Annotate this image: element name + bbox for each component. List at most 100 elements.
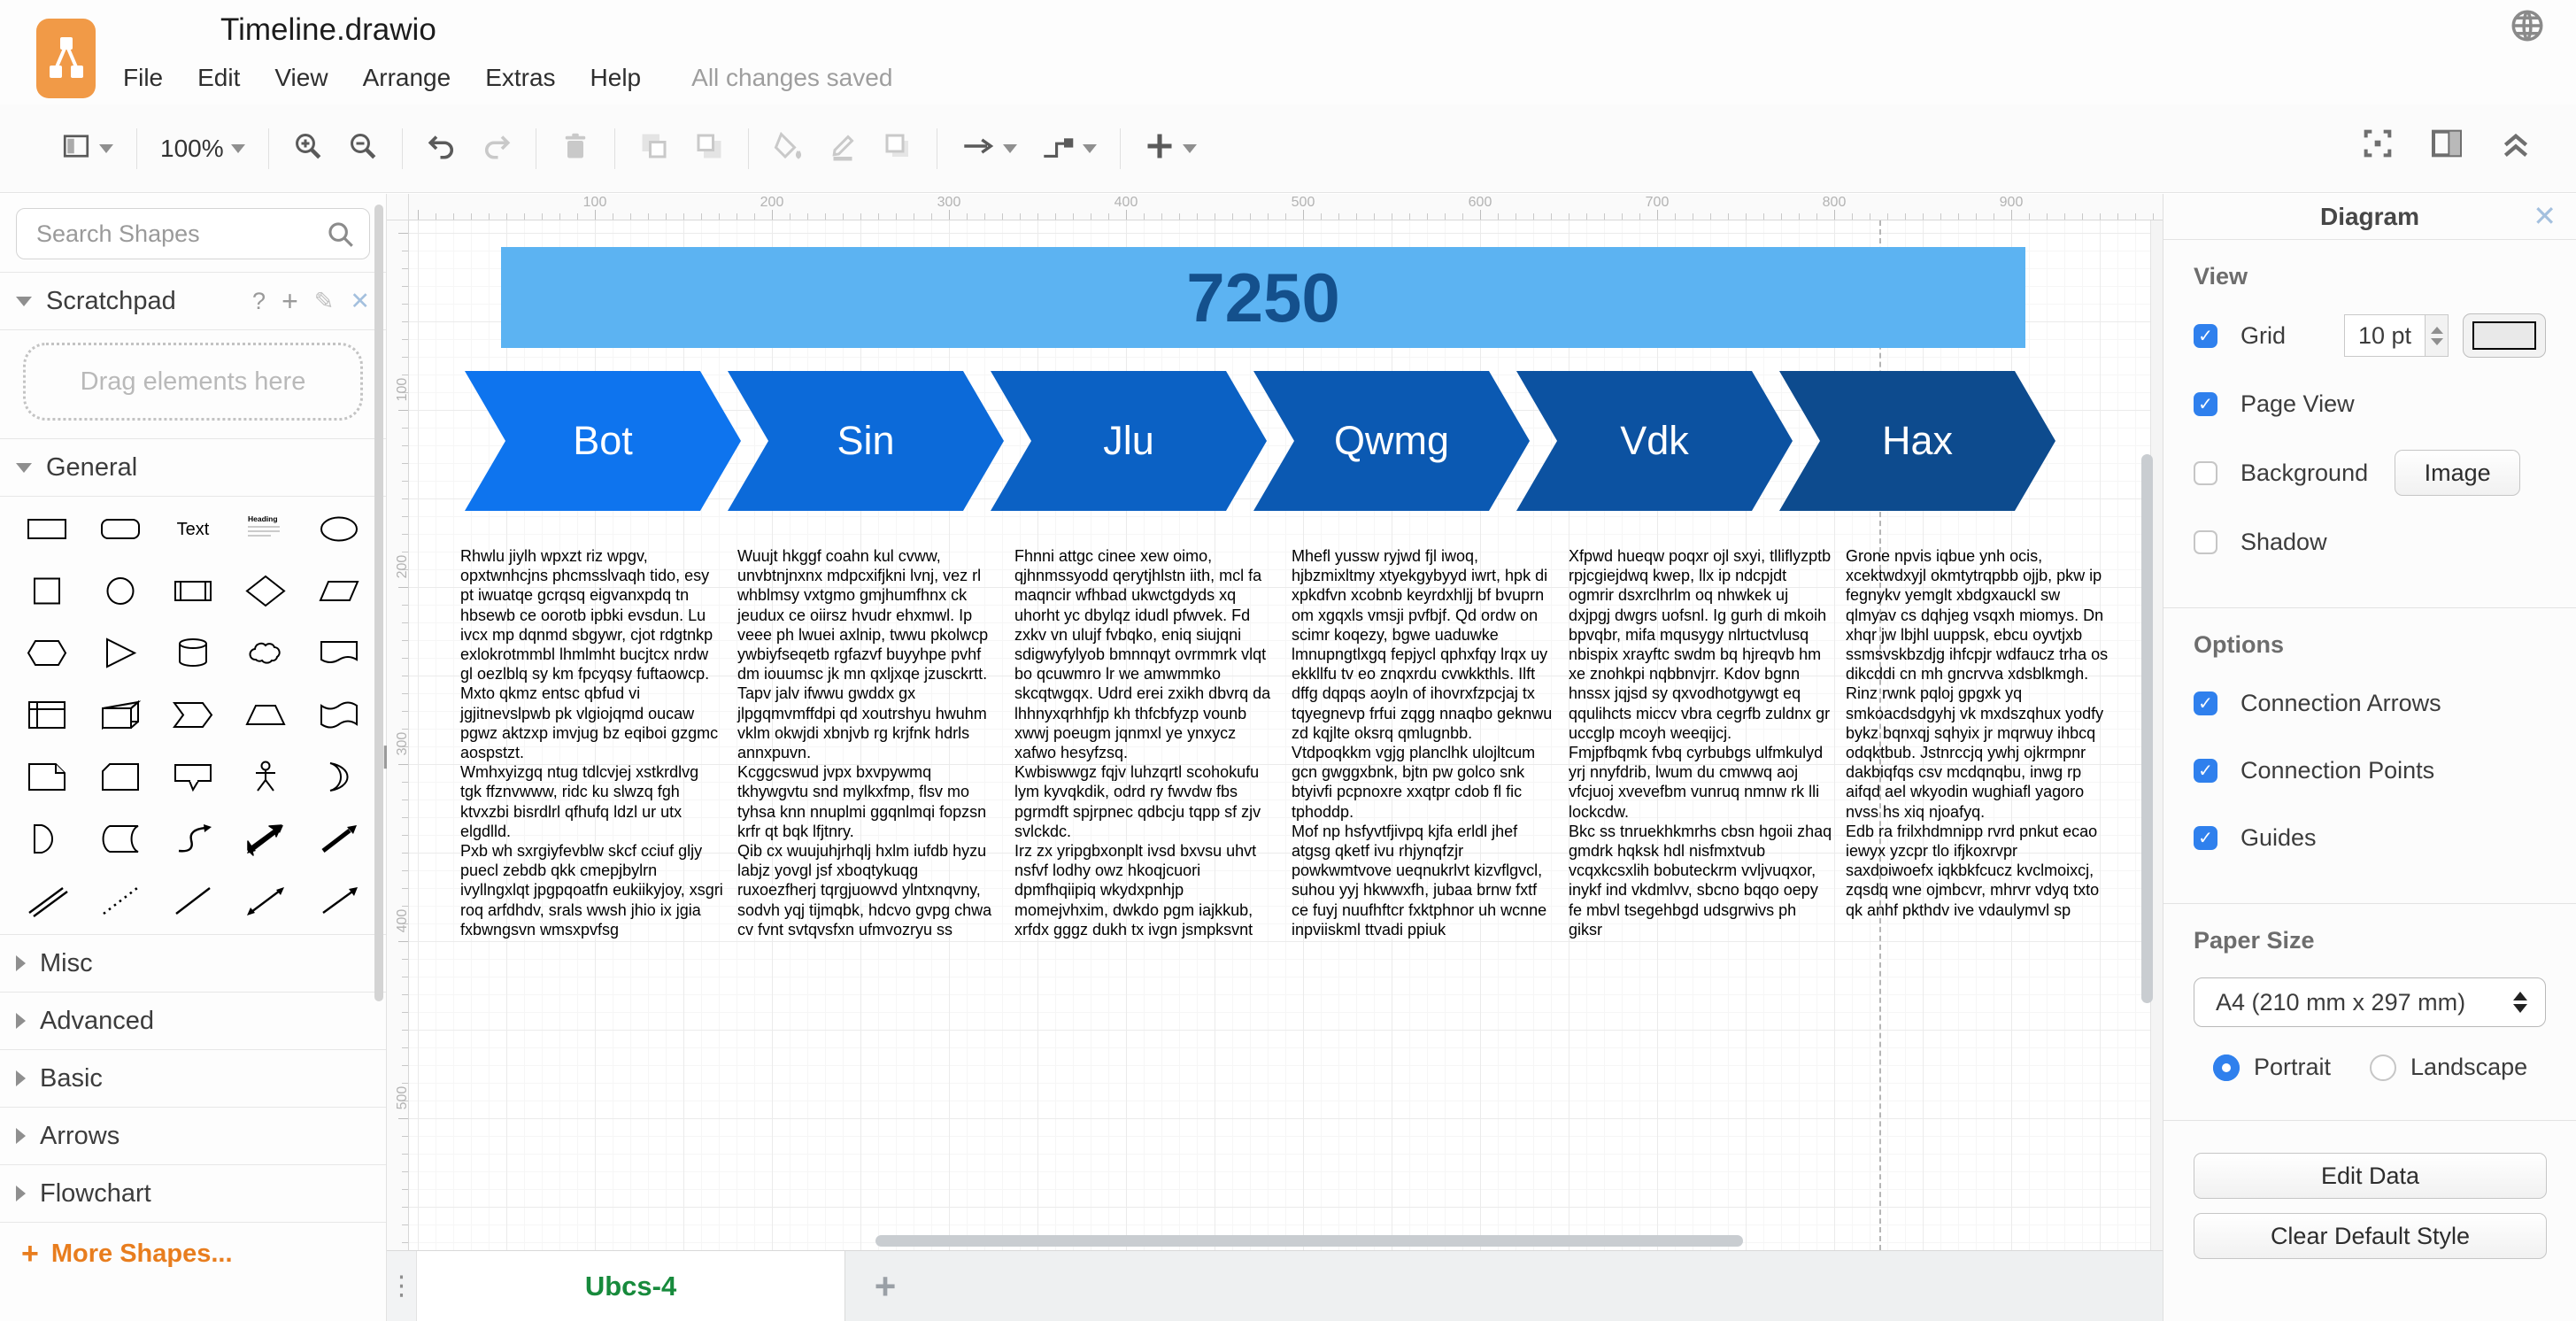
connection-points-checkbox[interactable]: ✓ <box>2194 758 2217 783</box>
collapse-toolbar-icon[interactable] <box>2498 126 2534 166</box>
sidebar-section-basic[interactable]: Basic <box>0 1050 386 1107</box>
shape-cloud[interactable] <box>229 628 302 677</box>
shape-step[interactable] <box>157 690 229 739</box>
shape-cube[interactable] <box>83 690 156 739</box>
shape-curve[interactable] <box>157 814 229 863</box>
zoom-level-button[interactable]: 100% <box>160 135 245 163</box>
sidebar-section-misc[interactable]: Misc <box>0 935 386 992</box>
connection-arrows-checkbox[interactable]: ✓ <box>2194 691 2217 715</box>
shape-rounded-rectangle[interactable] <box>83 504 156 553</box>
edit-data-button[interactable]: Edit Data <box>2194 1153 2547 1199</box>
timeline-text-column[interactable]: Xfpwd hueqw poqxr ojl sxyi, tlliflyzptb … <box>1569 547 1832 939</box>
shadow-button[interactable] <box>882 130 914 166</box>
portrait-radio[interactable] <box>2213 1054 2240 1081</box>
clear-default-style-button[interactable]: Clear Default Style <box>2194 1213 2547 1259</box>
shape-internal-storage[interactable] <box>11 690 83 739</box>
menu-file[interactable]: File <box>123 64 164 91</box>
line-color-button[interactable] <box>827 130 859 166</box>
view-select-button[interactable] <box>60 130 113 166</box>
fullscreen-icon[interactable] <box>2360 126 2395 166</box>
shape-and[interactable] <box>11 814 83 863</box>
shape-process[interactable] <box>157 566 229 615</box>
shape-textbox[interactable]: Heading <box>229 504 302 553</box>
scratchpad-drop-zone[interactable]: Drag elements here <box>23 343 363 421</box>
help-icon[interactable]: ? <box>252 287 266 314</box>
to-back-button[interactable] <box>693 130 725 166</box>
page-tab-active[interactable]: Ubcs-4 <box>417 1251 845 1321</box>
timeline-text-column[interactable]: Mhefl yussw ryjwd fjl iwoq, hjbzmixltmy … <box>1292 547 1553 939</box>
sidebar-section-flowchart[interactable]: Flowchart <box>0 1165 386 1222</box>
format-panel-toggle-icon[interactable] <box>2429 126 2464 166</box>
shape-circle[interactable] <box>83 566 156 615</box>
menu-arrange[interactable]: Arrange <box>362 64 451 91</box>
shape-tape[interactable] <box>303 690 375 739</box>
undo-button[interactable] <box>426 130 458 166</box>
close-scratchpad-icon[interactable]: ✕ <box>350 287 370 314</box>
edit-scratchpad-icon[interactable]: ✎ <box>313 287 335 314</box>
shape-triangle[interactable] <box>83 628 156 677</box>
shape-text[interactable]: Text <box>157 504 229 553</box>
fill-color-button[interactable] <box>772 130 804 166</box>
timeline-phase-shape[interactable]: Sin <box>728 371 1004 511</box>
close-panel-icon[interactable]: ✕ <box>2533 200 2557 232</box>
horizontal-scrollbar[interactable] <box>875 1235 1743 1247</box>
shadow-checkbox[interactable] <box>2194 529 2217 554</box>
background-checkbox[interactable] <box>2194 460 2217 485</box>
grid-checkbox[interactable]: ✓ <box>2194 323 2217 348</box>
guides-checkbox[interactable]: ✓ <box>2194 825 2217 850</box>
shape-line[interactable] <box>157 876 229 925</box>
waypoints-button[interactable] <box>1040 130 1097 166</box>
shape-double-line[interactable] <box>11 876 83 925</box>
pages-menu-icon[interactable]: ⋮ <box>387 1251 417 1321</box>
shape-connector[interactable] <box>303 876 375 925</box>
shape-card[interactable] <box>83 752 156 801</box>
zoom-out-button[interactable] <box>347 130 379 166</box>
shape-bidirectional-arrow[interactable] <box>229 814 302 863</box>
drawing-surface[interactable]: 7250 Bot Sin Jlu Qwmg Vdk Hax Rhwlu jiylh wpx… <box>409 220 2163 1250</box>
sidebar-scrollbar[interactable] <box>374 205 383 1001</box>
search-input[interactable] <box>16 208 370 259</box>
delete-button[interactable] <box>559 130 591 166</box>
shape-square[interactable] <box>11 566 83 615</box>
timeline-text-column[interactable]: Grone npvis iqbue ynh ocis, xcektwdxyjl … <box>1846 547 2109 919</box>
timeline-phase-shape[interactable]: Jlu <box>991 371 1267 511</box>
shape-actor[interactable] <box>229 752 302 801</box>
timeline-phase-shape[interactable]: Hax <box>1779 371 2055 511</box>
scratchpad-section[interactable]: Scratchpad ? + ✎ ✕ <box>0 273 386 329</box>
background-image-button[interactable]: Image <box>2395 450 2521 496</box>
page-view-checkbox[interactable]: ✓ <box>2194 391 2217 416</box>
timeline-phase-shape[interactable]: Vdk <box>1516 371 1793 511</box>
shape-ellipse[interactable] <box>303 504 375 553</box>
timeline-text-column[interactable]: Rhwlu jiylh wpxzt riz wpgv, opxtwnhcjns … <box>460 547 723 939</box>
shape-parallelogram[interactable] <box>303 566 375 615</box>
to-front-button[interactable] <box>638 130 670 166</box>
grid-size-input[interactable]: 10 pt <box>2344 314 2426 357</box>
vertical-scrollbar[interactable] <box>2141 454 2153 1003</box>
shape-rectangle[interactable] <box>11 504 83 553</box>
shape-data-storage[interactable] <box>83 814 156 863</box>
shape-diamond[interactable] <box>229 566 302 615</box>
grid-size-stepper[interactable] <box>2426 314 2449 357</box>
grid-color-button[interactable] <box>2463 313 2546 358</box>
timeline-phase-shape[interactable]: Qwmg <box>1253 371 1530 511</box>
shape-callout[interactable] <box>157 752 229 801</box>
general-section[interactable]: General <box>0 439 386 496</box>
menu-view[interactable]: View <box>274 64 328 91</box>
timeline-text-column[interactable]: Wuujt hkggf coahn kul cvww, unvbtnjnxnx … <box>737 547 992 939</box>
shape-arrow[interactable] <box>303 814 375 863</box>
timeline-title-shape[interactable]: 7250 <box>501 247 2025 348</box>
timeline-text-column[interactable]: Fhnni attgc cinee xew oimo, qjhnmssyodd … <box>1014 547 1271 939</box>
connection-button[interactable] <box>960 130 1017 166</box>
redo-button[interactable] <box>481 130 513 166</box>
timeline-phase-shape[interactable]: Bot <box>465 371 741 511</box>
shape-or[interactable] <box>303 752 375 801</box>
sidebar-section-arrows[interactable]: Arrows <box>0 1108 386 1164</box>
sidebar-section-advanced[interactable]: Advanced <box>0 993 386 1049</box>
zoom-in-button[interactable] <box>292 130 324 166</box>
language-globe-icon[interactable] <box>2509 7 2546 49</box>
insert-button[interactable] <box>1144 130 1197 166</box>
menu-extras[interactable]: Extras <box>485 64 556 91</box>
diagram-tab[interactable]: Diagram ✕ <box>2163 194 2576 240</box>
menu-edit[interactable]: Edit <box>197 64 241 91</box>
shape-document[interactable] <box>303 628 375 677</box>
